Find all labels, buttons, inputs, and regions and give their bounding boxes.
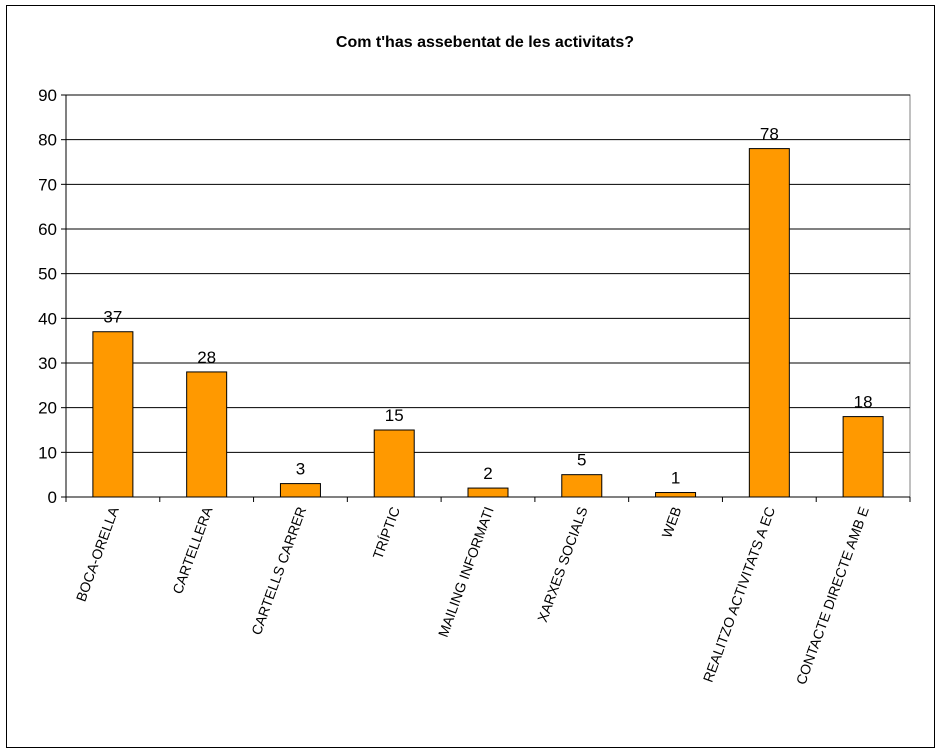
y-tick-label: 0 [48,488,57,507]
bars [92,148,884,498]
y-tick-label: 70 [38,175,57,194]
data-label-6: 1 [671,469,680,488]
bar-7 [748,148,790,498]
x-tick-label-7: REALITZO ACTIVITATS A EC [700,505,778,685]
y-tick-label: 20 [38,399,57,418]
y-tick-label: 90 [38,86,57,105]
data-label-2: 3 [296,460,305,479]
x-tick-label-2: CARTELLS CARRER [248,505,309,637]
bar-4 [467,487,509,498]
data-label-3: 15 [385,406,404,425]
y-tick-label: 50 [38,265,57,284]
y-tick-label: 60 [38,220,57,239]
x-tick-label-5: XARXES SOCIALS [534,505,591,625]
x-axis: BOCA-ORELLA CARTELLERA CARTELLS CARRER TRÍP… [65,496,911,687]
x-tick-label-1: CARTELLERA [169,504,216,596]
y-axis: 0 10 20 30 40 50 60 70 80 90 [38,86,67,507]
y-tick-label: 40 [38,309,57,328]
chart-title: Com t'has assebentat de les activitats? [336,34,634,51]
x-tick-label-4: MAILING INFORMATI [435,505,497,640]
x-tick-label-3: TRÍPTIC [369,505,403,562]
x-tick-label-0: BOCA-ORELLA [73,504,122,604]
data-label-5: 5 [577,451,586,470]
bar-5 [561,474,603,498]
bar-0 [92,331,134,498]
y-tick-label: 10 [38,443,57,462]
x-tick-label-8: CONTACTE DIRECTE AMB E [793,505,872,687]
y-tick-label: 80 [38,131,57,150]
bar-2 [279,483,321,498]
data-label-4: 2 [483,464,492,483]
x-tick-label-6: WEB [658,505,684,540]
data-label-7: 78 [760,125,779,144]
bar-3 [373,429,415,498]
data-labels: 37 28 3 15 2 5 1 78 18 [103,125,872,488]
bar-6 [655,492,697,498]
data-label-8: 18 [854,393,873,412]
y-tick-label: 30 [38,354,57,373]
bar-1 [186,371,228,498]
bar-8 [842,416,884,498]
data-label-0: 37 [103,308,122,327]
data-label-1: 28 [197,348,216,367]
